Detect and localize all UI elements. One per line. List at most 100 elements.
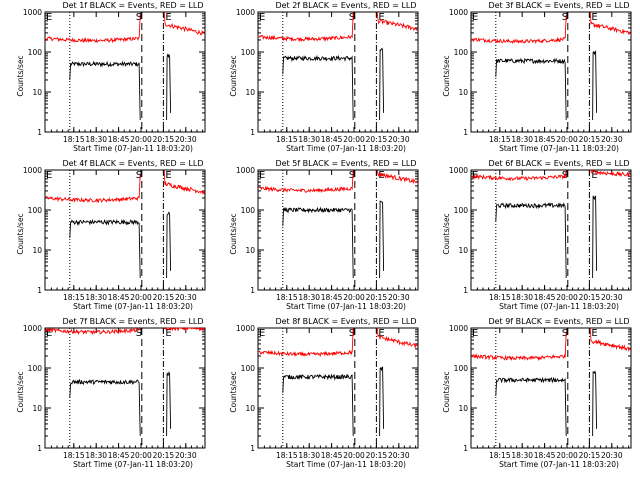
marker-s: S [349, 12, 355, 23]
x-tick-label: 20:00 [556, 293, 578, 302]
plot-frame [257, 327, 419, 449]
marker-s: S [562, 12, 568, 23]
x-tick-label: 20:15 [579, 135, 601, 144]
x-axis-label: Start Time (07-Jan-11 18:03:20) [73, 302, 193, 311]
x-tick-label: 18:15 [489, 451, 511, 460]
marker-e: E [591, 170, 597, 181]
x-tick-label: 18:15 [63, 293, 85, 302]
y-axis-label: Counts/sec [442, 55, 451, 96]
y-tick-label: 1000 [449, 324, 468, 333]
x-tick-label: 20:30 [388, 451, 410, 460]
y-tick-label: 1000 [23, 166, 42, 175]
x-tick-label: 18:15 [276, 451, 298, 460]
x-tick-label: 20:00 [130, 135, 152, 144]
y-tick-label: 1 [250, 286, 255, 295]
x-tick-label: 18:30 [511, 451, 533, 460]
x-axis-label: Start Time (07-Jan-11 18:03:20) [286, 302, 406, 311]
y-axis-label: Counts/sec [16, 213, 25, 254]
panel-title: Det 3f BLACK = Events, RED = LLD [488, 1, 629, 10]
panel-6: Det 6f BLACK = Events, RED = LLD 1 10 100 10… [442, 159, 632, 311]
x-tick-label: 18:45 [108, 293, 130, 302]
marker-e: E [46, 328, 52, 339]
x-tick-label: 18:45 [534, 293, 556, 302]
y-tick-label: 1000 [236, 166, 255, 175]
y-tick-label: 1 [37, 286, 42, 295]
panel-4: Det 4f BLACK = Events, RED = LLD 1 10 100 10… [16, 159, 206, 311]
plot-frame [470, 327, 632, 449]
x-tick-label: 20:30 [175, 293, 197, 302]
y-tick-label: 1000 [449, 8, 468, 17]
marker-e: E [472, 12, 478, 23]
marker-e: E [259, 12, 265, 23]
y-tick-label: 10 [245, 404, 255, 413]
y-tick-label: 1000 [236, 8, 255, 17]
x-tick-label: 20:00 [130, 451, 152, 460]
y-tick-label: 100 [454, 364, 469, 373]
y-tick-label: 1 [37, 128, 42, 137]
x-axis-label: Start Time (07-Jan-11 18:03:20) [499, 302, 619, 311]
x-axis-label: Start Time (07-Jan-11 18:03:20) [286, 144, 406, 153]
series-events-line [495, 195, 598, 279]
x-tick-label: 18:30 [298, 451, 320, 460]
x-tick-label: 20:15 [366, 451, 388, 460]
series-lld-line [258, 170, 418, 194]
plot-frame [44, 327, 206, 449]
y-tick-label: 100 [28, 48, 43, 57]
marker-e: E [378, 12, 384, 23]
y-tick-label: 1 [250, 128, 255, 137]
marker-e: E [165, 328, 171, 339]
series-events-line [495, 50, 598, 121]
marker-e: E [165, 170, 171, 181]
series-events-line [69, 53, 172, 121]
x-tick-label: 18:15 [489, 293, 511, 302]
marker-e: E [472, 170, 478, 181]
x-tick-label: 20:15 [366, 135, 388, 144]
marker-e: E [165, 12, 171, 23]
series-events-line [282, 366, 385, 437]
x-tick-label: 18:15 [489, 135, 511, 144]
series-events-line [495, 370, 598, 437]
x-tick-label: 18:15 [63, 135, 85, 144]
x-tick-label: 20:00 [130, 293, 152, 302]
panel-1: Det 1f BLACK = Events, RED = LLD 1 10 100 10… [16, 1, 206, 153]
x-tick-label: 18:45 [534, 135, 556, 144]
y-tick-label: 1 [463, 128, 468, 137]
plot-frame [257, 11, 419, 133]
plot-frame [257, 169, 419, 291]
x-tick-label: 20:30 [601, 293, 623, 302]
x-tick-label: 20:30 [175, 135, 197, 144]
plot-frame [470, 169, 632, 291]
series-lld-line [258, 328, 418, 358]
y-tick-label: 10 [32, 246, 42, 255]
y-tick-label: 10 [458, 88, 468, 97]
x-tick-label: 20:15 [153, 135, 175, 144]
y-tick-label: 10 [245, 246, 255, 255]
marker-e: E [591, 328, 597, 339]
y-tick-label: 10 [458, 404, 468, 413]
y-tick-label: 1000 [23, 324, 42, 333]
y-tick-label: 100 [241, 364, 256, 373]
y-tick-label: 1 [463, 444, 468, 453]
panel-title: Det 1f BLACK = Events, RED = LLD [62, 1, 203, 10]
x-tick-label: 18:45 [108, 451, 130, 460]
panel-3: Det 3f BLACK = Events, RED = LLD 1 10 100 10… [442, 1, 632, 153]
y-tick-label: 1000 [449, 166, 468, 175]
x-tick-label: 18:30 [85, 293, 107, 302]
x-axis-label: Start Time (07-Jan-11 18:03:20) [73, 144, 193, 153]
y-tick-label: 1 [250, 444, 255, 453]
x-tick-label: 18:30 [298, 135, 320, 144]
y-tick-label: 10 [245, 88, 255, 97]
y-axis-label: Counts/sec [16, 371, 25, 412]
x-axis-label: Start Time (07-Jan-11 18:03:20) [499, 460, 619, 469]
panel-title: Det 7f BLACK = Events, RED = LLD [62, 317, 203, 326]
series-lld-line [258, 12, 418, 43]
panel-2: Det 2f BLACK = Events, RED = LLD 1 10 100 10… [229, 1, 419, 153]
y-tick-label: 100 [241, 48, 256, 57]
series-events-line [69, 371, 172, 437]
x-tick-label: 20:30 [175, 451, 197, 460]
x-tick-label: 20:15 [366, 293, 388, 302]
plot-frame [44, 11, 206, 133]
series-lld-line [45, 326, 205, 336]
y-axis-label: Counts/sec [229, 371, 238, 412]
